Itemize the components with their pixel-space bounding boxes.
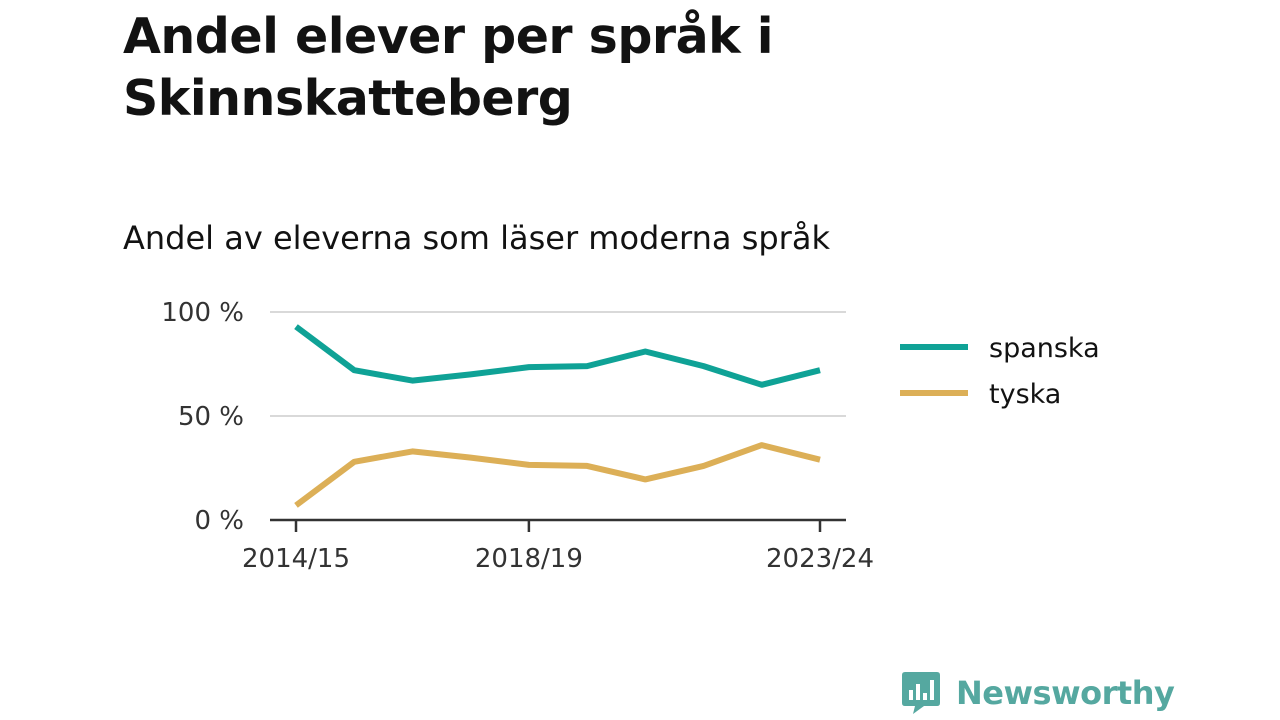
x-tick-label: 2018/19 xyxy=(475,544,583,574)
legend-label-tyska: tyska xyxy=(989,379,1061,410)
series-lines xyxy=(294,324,821,508)
chart-title: Andel elever per språk i Skinnskatteberg xyxy=(123,8,774,127)
brand-name: Newsworthy xyxy=(956,674,1175,712)
series-line-spanska xyxy=(294,324,821,388)
x-tick-label: 2023/24 xyxy=(766,544,874,574)
y-tick-label: 50 % xyxy=(178,402,244,432)
x-tick-label: 2014/15 xyxy=(242,544,350,574)
y-tick-label: 0 % xyxy=(194,506,244,536)
x-axis-labels: 2014/15 2018/19 2023/24 xyxy=(242,544,874,574)
series-line-tyska xyxy=(294,442,821,508)
chart-subtitle: Andel av eleverna som läser moderna språ… xyxy=(123,219,830,257)
newsworthy-logo-icon xyxy=(902,672,940,714)
y-tick-label: 100 % xyxy=(161,298,244,328)
legend-label-spanska: spanska xyxy=(989,333,1100,364)
legend: spanska tyska xyxy=(900,333,1100,410)
x-axis xyxy=(270,518,846,532)
y-axis-labels: 0 % 50 % 100 % xyxy=(161,298,244,536)
brand-logo: Newsworthy xyxy=(900,670,1175,716)
gridlines xyxy=(270,311,846,417)
